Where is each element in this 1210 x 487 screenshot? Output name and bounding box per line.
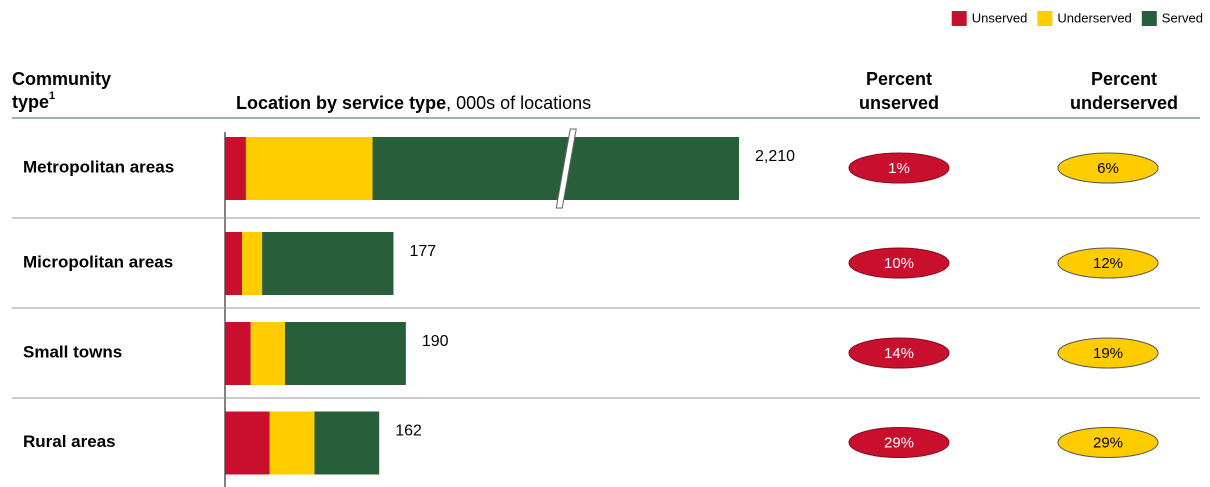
- row-label: Metropolitan areas: [23, 157, 174, 176]
- percent-label: 29%: [1093, 434, 1123, 451]
- column-header: underserved: [1070, 93, 1178, 113]
- bar-segment: [242, 232, 263, 295]
- bar-segment: [314, 411, 380, 475]
- percent-label: 6%: [1097, 160, 1119, 177]
- legend-label: Served: [1162, 10, 1203, 25]
- axis-break: [555, 128, 577, 209]
- bar-segment: [250, 322, 285, 385]
- percent-label: 12%: [1093, 255, 1123, 272]
- total-label: 162: [395, 423, 422, 440]
- percent-badge: [1057, 152, 1159, 184]
- percent-badge: [1057, 337, 1159, 369]
- legend-label: Unserved: [972, 10, 1028, 25]
- stub-header: Community: [12, 69, 111, 89]
- bar-segment: [225, 411, 270, 475]
- total-label: 2,210: [755, 148, 795, 165]
- legend-swatch: [1141, 11, 1157, 26]
- bar-segment: [225, 322, 251, 385]
- bar-segment: [245, 137, 373, 200]
- subtitle: , 000s of locations: [446, 93, 591, 113]
- row-label: Small towns: [23, 342, 122, 361]
- legend-swatch: [1037, 11, 1053, 26]
- percent-label: 19%: [1093, 345, 1123, 362]
- stub-header-text: type: [12, 92, 49, 112]
- percent-label: 14%: [884, 345, 914, 362]
- total-label: 190: [422, 333, 449, 350]
- legend-label: Underserved: [1057, 10, 1131, 25]
- percent-label: 1%: [888, 160, 910, 177]
- percent-badge: [848, 247, 950, 279]
- percent-badge: [848, 152, 950, 184]
- bar-segment: [262, 232, 394, 295]
- percent-badge: [848, 337, 950, 369]
- total-label: 177: [409, 243, 436, 260]
- bar-segment: [225, 232, 243, 295]
- row-label: Rural areas: [23, 432, 116, 451]
- column-header: Percent: [866, 69, 932, 89]
- column-header: Percent: [1091, 69, 1157, 89]
- bar-segment: [372, 137, 739, 200]
- percent-badge: [848, 427, 950, 458]
- row-label: Micropolitan areas: [23, 252, 173, 271]
- stub-header: type1: [12, 90, 55, 112]
- percent-label: 29%: [884, 434, 914, 451]
- legend-swatch: [951, 11, 967, 26]
- percent-badge: [1057, 427, 1159, 458]
- percent-badge: [1057, 247, 1159, 279]
- chart-title: Location by service type, 000s of locati…: [236, 93, 591, 113]
- footnote-marker: 1: [49, 90, 55, 102]
- bar-segment: [269, 411, 315, 475]
- title: Location by service type: [236, 93, 446, 113]
- column-header: unserved: [859, 93, 939, 113]
- bar-segment: [284, 322, 406, 385]
- bar-segment: [225, 137, 246, 200]
- percent-label: 10%: [884, 255, 914, 272]
